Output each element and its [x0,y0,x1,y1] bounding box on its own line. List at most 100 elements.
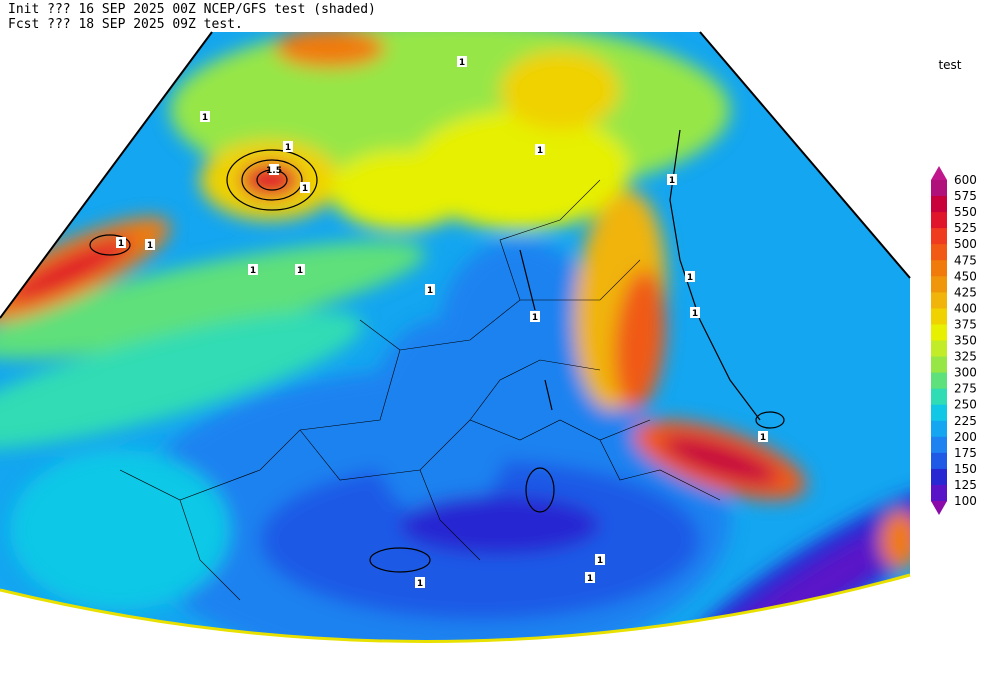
contour-label-box [470,662,480,673]
colorbar-box [931,276,947,293]
colorbar-label: 325 [954,350,977,364]
contour-label: 1 [532,313,538,323]
header-line-1: Init ??? 16 SEP 2025 00Z NCEP/GFS test (… [8,2,376,17]
contour-label-box [145,239,155,250]
colorbar-label: 450 [954,269,977,283]
contour-label-box [300,182,310,193]
legend-title: test [938,58,961,72]
colorbar-label: 225 [954,414,977,428]
colorbar-box [931,404,947,422]
colorbar-label: 250 [954,398,977,412]
colorbar-box [931,212,947,229]
contour-label: 1 [285,143,291,153]
colorbar-label: 600 [954,173,977,187]
contour-label-box [425,284,435,295]
contour-label-box [269,164,279,175]
contour-label-box [758,431,768,442]
contour-label-box [585,572,595,583]
colorbar-box [931,420,947,438]
contour-label: 1 [459,58,465,68]
contour-label: 1 [587,574,593,584]
contour-label: 1 [597,556,603,566]
colorbar-label: 275 [954,382,977,396]
contour-label: 1 [669,176,675,186]
contour-label-box [116,237,126,248]
colorbar-box [931,228,947,245]
colorbar: 600 575 550 525 500 475 450 425 400 375 350 325 300 2… [931,166,977,515]
colorbar-box [931,436,947,454]
map-edge [0,31,911,319]
shade-region [500,50,620,130]
contour-label: 1 [147,241,153,251]
colorbar-box [931,484,947,502]
colorbar-label: 575 [954,189,977,203]
colorbar-label: 175 [954,446,977,460]
contour [241,159,303,201]
colorbar-box [931,452,947,470]
contour-label-box [295,264,305,275]
contour [519,249,553,411]
shade-region [400,495,600,555]
contour-label-box [415,577,425,588]
colorbar-label: 500 [954,237,977,251]
shade-region [10,450,230,610]
contour-label-box [530,311,540,322]
colorbar-box [931,196,947,213]
shade-region [880,510,910,570]
colorbar-box [931,372,947,390]
contour-label: 1 [537,146,543,156]
contour-label-box [667,174,677,185]
colorbar-box [931,324,947,341]
shade-region [370,320,510,520]
contour-label: 1 [687,273,693,283]
contour [669,129,761,421]
colorbar-label: 475 [954,253,977,267]
contour-label: 1 [297,266,303,276]
colorbar-label: 150 [954,462,977,476]
coast-lines [179,439,721,601]
contour-label: 1 [692,309,698,319]
colorbar-box [931,356,947,374]
colorbar-label: 300 [954,366,977,380]
contour [369,547,431,573]
colorbar-label: 375 [954,317,977,331]
colorbar-label: 525 [954,221,977,235]
contour-label: 1.5 [266,166,282,176]
shade-region [240,162,300,198]
colorbar-box [931,340,947,358]
shading [0,32,910,642]
colorbar-label: 400 [954,301,977,315]
contour-label: 1.5 [467,664,483,674]
colorbar-label: 100 [954,494,977,508]
contour-label-box [535,144,545,155]
header-line-2: Fcst ??? 18 SEP 2025 09Z test. [8,17,243,32]
colorbar-arrow-bottom [931,501,947,515]
colorbar-box [931,260,947,277]
colorbar-label: 550 [954,205,977,219]
contour-label-box [283,141,293,152]
contour-label: 1 [202,113,208,123]
colorbar-label: 125 [954,478,977,492]
colorbar-box [931,468,947,486]
contour [89,234,131,256]
contour-label-box [248,264,258,275]
contour-label: 1 [427,286,433,296]
contour [755,411,785,429]
colorbar-label: 350 [954,334,977,348]
colorbar-box [931,308,947,325]
contour [525,467,555,513]
contour [226,149,318,211]
colorbar-box [931,244,947,261]
contour-label-box [690,307,700,318]
shade-region [275,32,385,68]
shade-region [330,150,470,230]
shade-region [0,241,426,359]
colorbar-label: 425 [954,285,977,299]
contour-label-box [200,111,210,122]
contour-label-box [685,271,695,282]
